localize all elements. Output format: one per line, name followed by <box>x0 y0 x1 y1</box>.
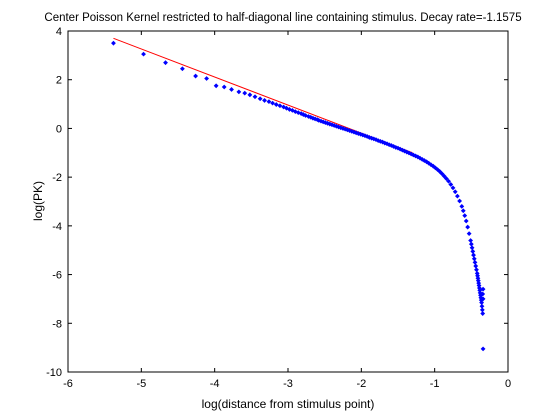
data-point <box>308 114 314 120</box>
data-point <box>351 129 357 135</box>
data-point <box>384 141 390 147</box>
data-point <box>306 114 311 119</box>
data-point <box>457 198 462 204</box>
x-tick-label: -1 <box>430 378 440 390</box>
data-point <box>111 40 116 46</box>
data-point <box>270 100 275 106</box>
y-axis-label: log(PK) <box>31 181 45 221</box>
data-point <box>204 76 209 81</box>
data-point <box>277 103 283 109</box>
data-point <box>474 267 479 273</box>
x-tick-label: -6 <box>63 378 73 390</box>
data-point <box>480 346 486 352</box>
data-point <box>460 208 466 214</box>
data-point <box>417 155 423 161</box>
data-point <box>477 288 483 293</box>
data-point <box>469 245 475 251</box>
y-tick-label: -8 <box>52 318 62 330</box>
y-tick-label: 2 <box>56 75 62 87</box>
x-axis-label: log(distance from stimulus point) <box>202 397 375 411</box>
data-point <box>479 307 485 313</box>
data-point <box>141 51 146 57</box>
y-tick-label: -6 <box>52 270 62 282</box>
data-point <box>287 107 292 112</box>
data-point <box>450 185 456 191</box>
data-point <box>163 60 168 66</box>
x-tick-label: -5 <box>136 378 146 390</box>
data-point <box>473 263 479 269</box>
data-point <box>373 137 379 143</box>
data-point <box>480 311 486 316</box>
data-point <box>180 66 185 72</box>
data-point <box>236 89 242 95</box>
data-point <box>221 84 227 90</box>
data-point <box>439 171 445 177</box>
data-point <box>471 252 476 258</box>
y-tick-label: -4 <box>52 221 62 233</box>
data-point <box>273 102 279 107</box>
data-point <box>455 193 460 199</box>
data-point <box>459 203 465 209</box>
data-point <box>428 162 434 168</box>
data-point <box>444 176 449 182</box>
data-point <box>257 96 263 102</box>
data-point <box>452 189 458 195</box>
data-point <box>406 150 412 156</box>
data-point <box>463 218 469 224</box>
x-tick-label: -3 <box>283 378 293 390</box>
data-point <box>310 115 316 121</box>
y-tick-label: -10 <box>46 367 62 379</box>
data-point <box>213 83 219 89</box>
data-point <box>393 145 399 150</box>
data-point <box>437 169 443 174</box>
plot-area <box>67 30 509 373</box>
data-marks <box>111 37 486 352</box>
data-point <box>266 99 272 105</box>
data-point <box>247 92 253 98</box>
data-point <box>242 90 248 96</box>
data-point <box>329 122 335 128</box>
x-tick-label: -4 <box>210 378 220 390</box>
x-tick-label: 0 <box>505 378 511 390</box>
data-point <box>470 249 476 254</box>
data-point <box>415 154 421 160</box>
data-point <box>480 296 486 302</box>
y-tick-label: -2 <box>52 172 62 184</box>
data-point <box>468 238 473 243</box>
data-point <box>448 182 454 187</box>
y-tick-label: 4 <box>56 26 62 38</box>
data-point <box>479 300 484 305</box>
x-tick-label: -2 <box>356 378 366 390</box>
data-point <box>446 178 451 184</box>
data-point <box>295 110 301 115</box>
data-point <box>476 280 482 286</box>
data-point <box>478 297 484 303</box>
data-point <box>479 303 485 309</box>
data-point <box>462 213 468 219</box>
data-point <box>465 224 471 230</box>
data-point <box>229 87 234 92</box>
data-point <box>284 105 289 111</box>
y-tick-label: 0 <box>56 123 62 135</box>
data-point <box>349 128 355 134</box>
data-point <box>472 259 478 265</box>
data-point <box>262 98 267 103</box>
data-point <box>480 286 486 292</box>
data-point <box>404 149 410 155</box>
chart-title: Center Poisson Kernel restricted to half… <box>44 12 521 24</box>
data-point <box>362 133 368 139</box>
data-point <box>471 256 477 262</box>
data-point <box>193 73 198 79</box>
data-point <box>480 291 486 297</box>
data-point <box>475 278 481 284</box>
data-point <box>395 145 401 151</box>
data-point <box>318 118 324 124</box>
axes-frame <box>67 30 509 373</box>
data-point <box>252 94 258 100</box>
data-point <box>468 241 474 247</box>
data-point <box>340 126 346 131</box>
data-point <box>466 231 472 237</box>
